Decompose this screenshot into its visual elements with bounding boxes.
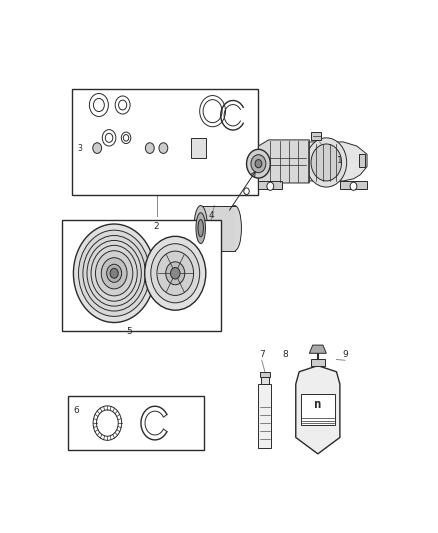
Text: 8: 8 [283, 351, 289, 359]
Circle shape [101, 257, 127, 289]
Circle shape [350, 182, 357, 190]
Polygon shape [258, 181, 282, 189]
Circle shape [95, 251, 133, 296]
Bar [68, 397, 204, 450]
Circle shape [93, 143, 102, 154]
Polygon shape [258, 140, 309, 183]
Circle shape [96, 410, 118, 436]
Circle shape [89, 93, 108, 117]
Text: 4: 4 [208, 211, 214, 220]
Bar [191, 138, 206, 158]
Bar [261, 377, 268, 384]
Bar [258, 384, 271, 448]
Circle shape [110, 268, 118, 278]
Ellipse shape [196, 213, 205, 244]
Circle shape [124, 134, 129, 141]
Circle shape [170, 268, 180, 279]
Ellipse shape [198, 220, 203, 237]
Circle shape [145, 236, 206, 310]
Text: 6: 6 [74, 406, 79, 415]
Text: 1: 1 [337, 156, 343, 165]
Ellipse shape [194, 206, 208, 251]
Circle shape [145, 143, 154, 154]
Circle shape [121, 132, 131, 143]
Text: n: n [314, 398, 321, 411]
Circle shape [105, 133, 113, 142]
Circle shape [200, 95, 226, 127]
Circle shape [107, 264, 122, 282]
Circle shape [151, 244, 200, 303]
Circle shape [115, 96, 130, 114]
Bar [311, 133, 321, 140]
Circle shape [119, 100, 127, 110]
Circle shape [247, 149, 270, 178]
Circle shape [251, 155, 266, 173]
Circle shape [244, 188, 249, 195]
Circle shape [157, 251, 194, 295]
Circle shape [78, 230, 150, 317]
Polygon shape [296, 142, 367, 181]
Text: 9: 9 [342, 351, 348, 359]
Circle shape [267, 182, 274, 190]
Circle shape [159, 143, 168, 154]
Bar [260, 372, 270, 377]
Circle shape [311, 144, 342, 181]
Polygon shape [201, 206, 235, 251]
Bar [301, 394, 335, 425]
Text: 3: 3 [78, 143, 83, 152]
Bar [311, 359, 325, 366]
Polygon shape [296, 366, 340, 454]
Circle shape [102, 130, 116, 146]
Text: 2: 2 [154, 222, 159, 231]
Circle shape [93, 99, 104, 111]
Text: 5: 5 [127, 327, 132, 336]
Text: 7: 7 [259, 351, 265, 359]
Circle shape [74, 224, 155, 322]
Circle shape [166, 262, 185, 285]
Bar [72, 88, 258, 195]
Ellipse shape [228, 206, 241, 251]
Polygon shape [340, 181, 367, 189]
Polygon shape [309, 345, 326, 353]
Circle shape [93, 406, 122, 440]
Circle shape [203, 100, 222, 123]
Bar [359, 154, 365, 166]
Circle shape [255, 159, 262, 168]
Circle shape [306, 138, 347, 187]
Bar [61, 220, 221, 330]
